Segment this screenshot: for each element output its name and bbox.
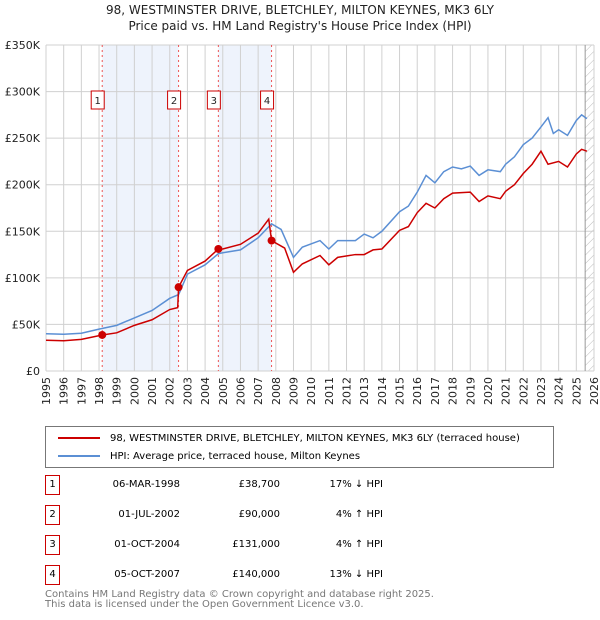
sale-price: £131,000	[232, 539, 280, 550]
x-tick-label: 2007	[252, 377, 265, 405]
legend-item-property: 98, WESTMINSTER DRIVE, BLETCHLEY, MILTON…	[58, 431, 520, 445]
sale-row: 3 01-OCT-2004 £131,000 4% ↑ HPI	[45, 535, 545, 555]
sale-row: 2 01-JUL-2002 £90,000 4% ↑ HPI	[45, 505, 545, 525]
x-tick-label: 2022	[517, 377, 530, 405]
x-tick-label: 2025	[570, 377, 583, 405]
x-tick-label: 2000	[128, 377, 141, 405]
footer-line: Contains HM Land Registry data © Crown c…	[45, 589, 434, 600]
sale-label: 1	[95, 96, 101, 107]
x-tick-label: 1997	[75, 377, 88, 405]
x-tick-label: 2015	[394, 377, 407, 405]
sale-point	[267, 236, 276, 245]
y-tick-label: £100K	[5, 272, 41, 285]
x-tick-label: 2018	[447, 377, 460, 405]
x-tick-label: 2016	[411, 377, 424, 405]
sale-date: 05-OCT-2007	[114, 569, 180, 580]
footer-line: This data is licensed under the Open Gov…	[45, 599, 364, 610]
sale-price: £90,000	[238, 509, 280, 520]
sale-hpi-diff: 4% ↑ HPI	[335, 539, 383, 550]
chart-title: 98, WESTMINSTER DRIVE, BLETCHLEY, MILTON…	[106, 3, 494, 17]
x-tick-label: 2020	[482, 377, 495, 405]
x-tick-label: 2024	[553, 377, 566, 405]
y-tick-label: £150K	[5, 225, 41, 238]
chart-subtitle: Price paid vs. HM Land Registry's House …	[128, 19, 472, 33]
sale-number: 2	[45, 505, 60, 525]
sale-label-box	[167, 90, 182, 110]
x-tick-label: 2002	[164, 377, 177, 405]
x-tick-label: 2023	[535, 377, 548, 405]
legend-swatch-blue	[58, 455, 100, 457]
x-tick-label: 2005	[217, 377, 230, 405]
x-tick-label: 1998	[93, 377, 106, 405]
y-tick-label: £200K	[5, 179, 41, 192]
sale-label: 3	[211, 96, 217, 107]
sale-label-box	[206, 90, 221, 110]
x-tick-label: 2011	[323, 377, 336, 405]
x-tick-label: 2001	[146, 377, 159, 405]
sale-date: 01-JUL-2002	[118, 509, 180, 520]
legend-label: 98, WESTMINSTER DRIVE, BLETCHLEY, MILTON…	[110, 432, 520, 444]
sale-point	[214, 244, 223, 253]
forecast-hatch	[585, 45, 594, 371]
x-tick-label: 2026	[588, 377, 600, 405]
x-tick-label: 2009	[287, 377, 300, 405]
sale-hpi-diff: 13% ↓ HPI	[329, 569, 383, 580]
x-tick-label: 2008	[270, 377, 283, 405]
sale-row: 4 05-OCT-2007 £140,000 13% ↓ HPI	[45, 565, 545, 585]
sale-label: 4	[264, 96, 270, 107]
shaded-period	[102, 45, 179, 371]
x-tick-label: 2004	[199, 377, 212, 405]
x-tick-label: 2003	[181, 377, 194, 405]
sale-date: 01-OCT-2004	[114, 539, 180, 550]
sale-price: £38,700	[238, 479, 280, 490]
x-tick-label: 1995	[40, 377, 53, 405]
sale-label-box	[260, 90, 275, 110]
sale-number: 4	[45, 565, 60, 585]
x-tick-label: 2021	[500, 377, 513, 405]
x-tick-label: 2014	[376, 377, 389, 405]
x-tick-label: 2017	[429, 377, 442, 405]
sale-point	[174, 283, 183, 292]
footer: Contains HM Land Registry data © Crown c…	[45, 590, 434, 610]
y-tick-label: £0	[26, 365, 40, 378]
sale-label: 2	[171, 96, 177, 107]
sale-point	[98, 330, 107, 339]
x-tick-label: 1996	[58, 377, 71, 405]
sale-row: 1 06-MAR-1998 £38,700 17% ↓ HPI	[45, 475, 545, 495]
plot-area: 1995 1996 1997 1998 1999 2000 2001 2002 2003 2004…	[5, 39, 600, 405]
x-tick-label: 2010	[305, 377, 318, 405]
legend-swatch-red	[58, 437, 100, 439]
sale-price: £140,000	[232, 569, 280, 580]
sale-number: 1	[45, 475, 60, 495]
y-tick-label: £300K	[5, 86, 41, 99]
y-tick-label: £50K	[12, 318, 41, 331]
sale-date: 06-MAR-1998	[112, 479, 180, 490]
x-tick-label: 2006	[234, 377, 247, 405]
x-tick-label: 1999	[111, 377, 124, 405]
x-tick-label: 2013	[358, 377, 371, 405]
y-tick-label: £350K	[5, 39, 41, 52]
y-tick-label: £250K	[5, 132, 41, 145]
legend-item-hpi: HPI: Average price, terraced house, Milt…	[58, 449, 360, 463]
x-tick-label: 2012	[341, 377, 354, 405]
legend-label: HPI: Average price, terraced house, Milt…	[110, 450, 361, 462]
sale-hpi-diff: 4% ↑ HPI	[335, 509, 383, 520]
legend: 98, WESTMINSTER DRIVE, BLETCHLEY, MILTON…	[45, 426, 554, 468]
x-tick-label: 2019	[464, 377, 477, 405]
sale-label-box	[90, 90, 105, 110]
price-paid-line	[45, 148, 588, 342]
hpi-line	[45, 113, 588, 335]
sale-hpi-diff: 17% ↓ HPI	[329, 479, 383, 490]
sale-number: 3	[45, 535, 60, 555]
